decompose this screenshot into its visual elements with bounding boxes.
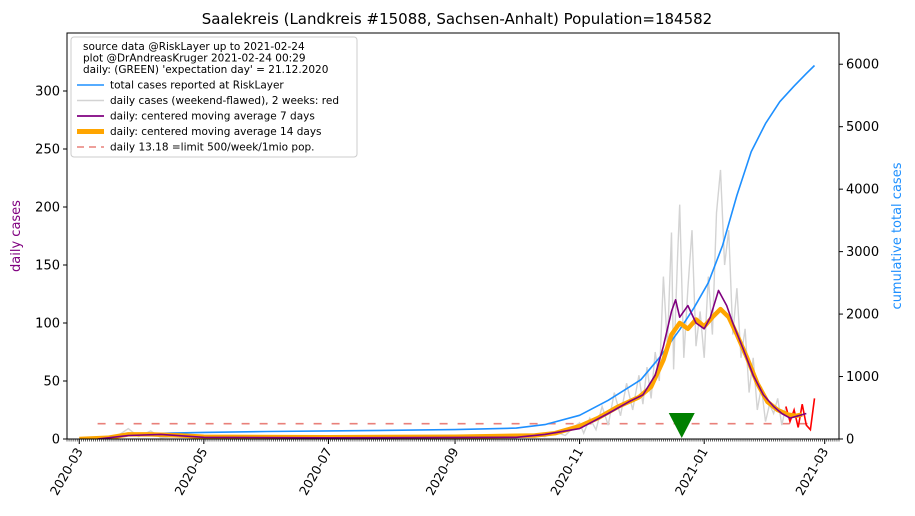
legend-box [70,36,358,158]
expectation-day-marker [668,413,695,438]
legend-label-limit-line: daily 13.18 =limit 500/week/1mio pop. [110,142,315,154]
series-line-moving-average-7 [97,289,807,439]
y-tick-label-right: 2000 [846,308,879,323]
legend-label-total-cases: total cases reported at RiskLayer [110,80,284,92]
y-axis-label-left: daily cases [9,200,24,272]
y-tick-label-left: 150 [35,259,60,274]
y-tick-label-left: 100 [35,317,60,332]
y-tick-label-left: 50 [43,375,60,390]
y-tick-label-right: 3000 [846,245,879,260]
y-tick-label-left: 0 [52,433,60,448]
y-tick-label-right: 5000 [846,120,879,135]
y-tick-label-right: 6000 [846,58,879,73]
y-tick-label-left: 250 [35,143,60,158]
chart-title: Saalekreis (Landkreis #15088, Sachsen-An… [202,10,712,28]
series-line-total-cases [79,64,816,439]
y-tick-label-right: 1000 [846,370,879,385]
y-tick-label-left: 300 [35,85,60,100]
legend-label-daily-cases: daily cases (weekend-flawed), 2 weeks: r… [110,95,339,107]
y-tick-label-left: 200 [35,201,60,216]
legend-label-moving-average-7: daily: centered moving average 7 days [110,111,315,123]
legend-label-moving-average-14: daily: centered moving average 14 days [110,126,322,138]
y-axis-label-right: cumulative total cases [890,162,905,309]
legend-header-line: source data @RiskLayer up to 2021-02-24 [83,41,305,53]
y-tick-label-right: 4000 [846,183,879,198]
plot-area [79,64,816,439]
legend: source data @RiskLayer up to 2021-02-24p… [70,36,358,158]
legend-header-line: daily: (GREEN) 'expectation day' = 21.12… [83,64,328,76]
y-tick-label-right: 0 [846,433,854,448]
legend-header-line: plot @DrAndreasKruger 2021-02-24 00:29 [83,53,306,65]
